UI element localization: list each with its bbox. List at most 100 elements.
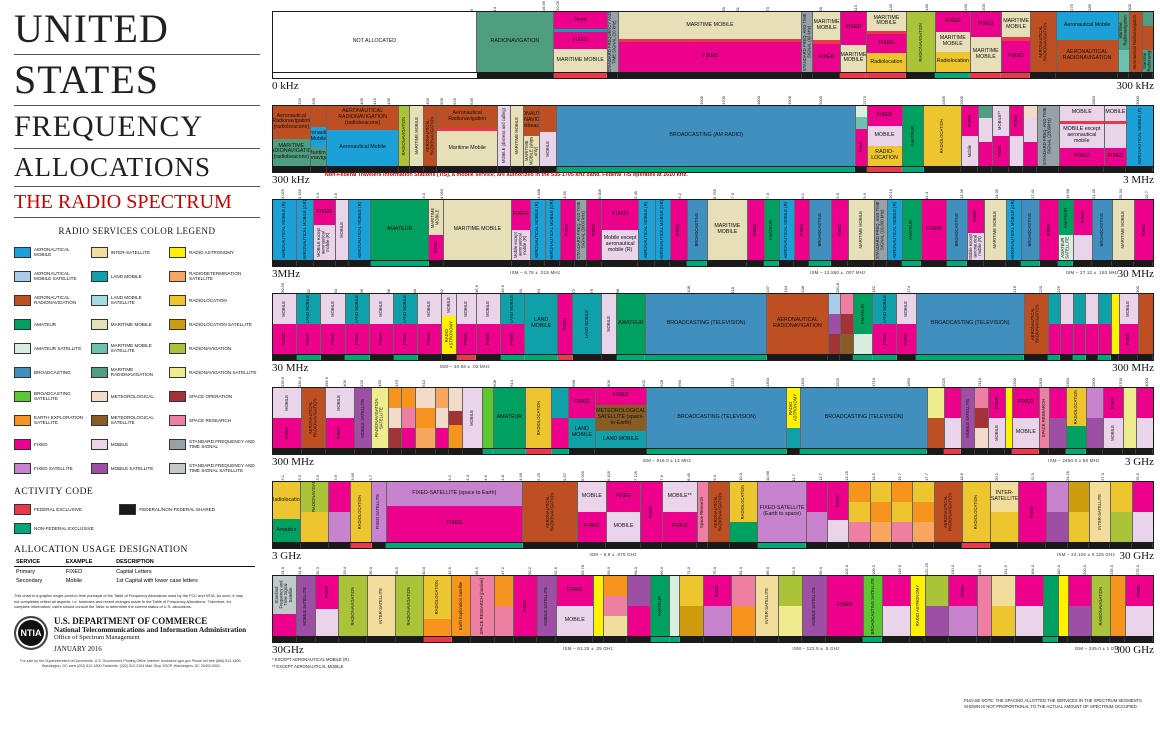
allocation-label: MARITIME RADIONAVIGATION (radiobeacons) (273, 142, 310, 161)
allocation-label: RADIONAVIGATION (405, 586, 411, 626)
allocation-label: MOBILE (445, 296, 451, 313)
frequency-tick-label: 33.4 (341, 567, 347, 575)
allocation-block (1099, 294, 1111, 324)
allocation-label: AERONAUTICAL MOBILE (R) (356, 201, 362, 259)
allocation-block (945, 388, 961, 418)
allocation-label: MOBILE (605, 316, 611, 332)
allocation-block (552, 418, 569, 448)
activity-strip-segment (1065, 449, 1086, 454)
allocation-block: FIXED (393, 324, 418, 354)
activity-strip-segment (587, 261, 603, 266)
allocation-label: FIXED (521, 599, 527, 613)
allocation-block (1111, 576, 1125, 636)
legend-color-swatch (169, 366, 187, 378)
band-footer: 30 MHz 300 MHz ISM – 40.68 ± .02 MHz (272, 361, 1154, 375)
allocation-label: FIXED (1008, 52, 1024, 59)
activity-strip-segment (510, 167, 524, 172)
activity-strip-segment (925, 637, 949, 642)
activity-strip-segment (1104, 167, 1126, 172)
allocation-block (435, 408, 449, 428)
allocation-block (388, 388, 402, 408)
band-start-label: 300 kHz (272, 174, 310, 186)
allocation-block: FIXED (826, 576, 863, 636)
allocation-segment (1023, 106, 1038, 166)
allocation-segment: FIXED (641, 482, 663, 542)
frequency-tick-label: 2170 (861, 96, 867, 105)
legend-label: STANDARD FREQUENCY AND TIME SIGNAL SATEL… (189, 462, 255, 474)
activity-code-item: FEDERAL EXCLUSIVE (14, 500, 119, 519)
allocation-block: AMATEUR (764, 200, 779, 260)
activity-strip-segment (840, 73, 867, 78)
frequency-tick-label: 3000 (1144, 378, 1150, 387)
allocation-block: Aeronautical Mobile (310, 127, 327, 147)
allocation-label: AERONAUTICAL RADIONAVIGATION (radiobeaco… (523, 111, 540, 129)
frequency-tick-label: 525 (451, 98, 457, 105)
allocation-block: FIXED (297, 324, 321, 354)
allocation-segment: RADIOLOCATION (730, 482, 759, 542)
frequency-tick-label: 174 (906, 286, 912, 293)
legend-item: AMATEUR SATELLITE (14, 336, 87, 360)
legend-item: RADIONAVIGATION (169, 336, 260, 360)
activity-strip-segment (1112, 261, 1135, 266)
allocation-label: FIXED (612, 211, 628, 218)
frequency-tick-label: 29.7 (1144, 191, 1150, 199)
allocation-block: FIXED (1074, 200, 1092, 236)
allocation-label: MOBILE (903, 301, 909, 317)
activity-strip-segment (327, 167, 399, 172)
activity-strip-segment (354, 449, 372, 454)
frequency-tick-label: 14.5 (870, 473, 876, 481)
ism-annotation: ISM – 27.12 ± .163 MHz (1065, 270, 1119, 275)
allocation-label: AMATEUR (909, 125, 915, 147)
allocation-segment: AERONAUTICAL MOBILE (R) (779, 200, 795, 260)
allocation-label: FIXED (1125, 332, 1131, 346)
activity-strip-segment (831, 261, 849, 266)
legend-item: METEOROLOGICAL (90, 384, 165, 408)
allocation-block: FIXED (832, 200, 848, 260)
allocation-block (978, 106, 992, 118)
allocation-segment: FIXED MOBILE RADIO- LOCATION (867, 106, 903, 166)
allocation-block (1086, 324, 1098, 354)
allocation-block: FIXED (867, 106, 902, 126)
frequency-tick-label: 8.45 (685, 473, 691, 481)
activity-strip-segment (329, 543, 351, 548)
allocation-segment (1137, 388, 1153, 448)
frequency-tick-label: 300 (1135, 286, 1141, 293)
allocation-block (1009, 136, 1023, 166)
frequency-tick-label: 5.25 (535, 473, 541, 481)
allocation-segment (978, 106, 993, 166)
frequency-tick-label: 512 (420, 380, 426, 387)
frequency-tick-label: 46.6 (473, 285, 479, 293)
allocation-block: LAND MOBILE (500, 294, 524, 324)
allocation-block (1015, 576, 1043, 606)
activity-strip-segment (1125, 167, 1154, 172)
legend-label: SPACE RESEARCH (189, 417, 232, 423)
allocation-block: BROADCASTING (687, 200, 707, 260)
activity-strip-segment (552, 449, 569, 454)
allocation-block: Standard Frequency and Time Signal Satel… (273, 576, 296, 614)
allocation-segment: MOBILE SATELLITE (355, 388, 372, 448)
allocation-block: MARITIME MOBILE (ships only) (523, 136, 540, 166)
allocation-block: FIXED (321, 324, 345, 354)
allocation-block (1066, 425, 1086, 448)
legend-label: AERONAUTICAL MOBILE (34, 246, 70, 258)
activity-color-swatch (119, 504, 137, 516)
allocation-label: MOBILE SATELLITE (811, 586, 817, 626)
allocation-label: AERONAUTICAL MOBILE (R) (643, 201, 649, 259)
frequency-tick-label: 470 (394, 380, 400, 387)
allocation-block (449, 424, 463, 448)
allocation-label: FIXED (377, 332, 383, 346)
activity-strip-segment (525, 449, 553, 454)
legend-item: AMATEUR (14, 312, 87, 336)
allocation-segment: RADIOLOCATION (924, 106, 963, 166)
activity-strip-segment (991, 637, 1015, 642)
allocation-segment: FIXED (794, 200, 810, 260)
allocation-block: AERONAUTICAL MOBILE (R) (887, 200, 902, 260)
activity-strip-segment (1005, 261, 1021, 266)
allocation-segment: MOBILE FIXED (273, 294, 298, 354)
legend-color-swatch (90, 318, 108, 330)
activity-strip-segment (398, 167, 411, 172)
legend-item: AERONAUTICAL RADIONAVIGATION (14, 288, 87, 312)
allocation-segment: RADIO ASTRONOMY (787, 388, 801, 448)
legend-color-swatch (169, 414, 187, 426)
activity-strip-segment (1055, 73, 1118, 78)
